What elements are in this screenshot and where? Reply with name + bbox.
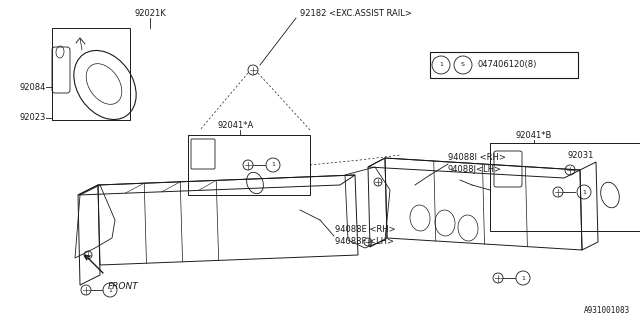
- Text: 92031: 92031: [568, 150, 595, 159]
- Text: 94088I <RH>: 94088I <RH>: [448, 154, 506, 163]
- Bar: [188, 135, 310, 195]
- Text: 92084: 92084: [20, 83, 46, 92]
- Text: 94088J<LH>: 94088J<LH>: [448, 165, 502, 174]
- Text: 94088E <RH>: 94088E <RH>: [335, 226, 396, 235]
- Bar: [52, 28, 130, 120]
- Text: 1: 1: [108, 287, 112, 292]
- Bar: [430, 52, 578, 78]
- Text: 94088F <LH>: 94088F <LH>: [335, 237, 394, 246]
- Text: S: S: [461, 62, 465, 68]
- Text: 92182 <EXC.ASSIST RAIL>: 92182 <EXC.ASSIST RAIL>: [300, 10, 412, 19]
- Text: FRONT: FRONT: [108, 282, 139, 291]
- Text: 92041*B: 92041*B: [516, 131, 552, 140]
- Text: 92021K: 92021K: [134, 10, 166, 19]
- Text: 1: 1: [582, 189, 586, 195]
- Text: 1: 1: [521, 276, 525, 281]
- Text: 1: 1: [271, 163, 275, 167]
- Text: 92023: 92023: [20, 114, 46, 123]
- Bar: [490, 143, 640, 231]
- Text: 1: 1: [439, 62, 443, 68]
- Text: A931001083: A931001083: [584, 306, 630, 315]
- Text: 92041*A: 92041*A: [218, 121, 254, 130]
- Text: 047406120(8): 047406120(8): [477, 60, 536, 69]
